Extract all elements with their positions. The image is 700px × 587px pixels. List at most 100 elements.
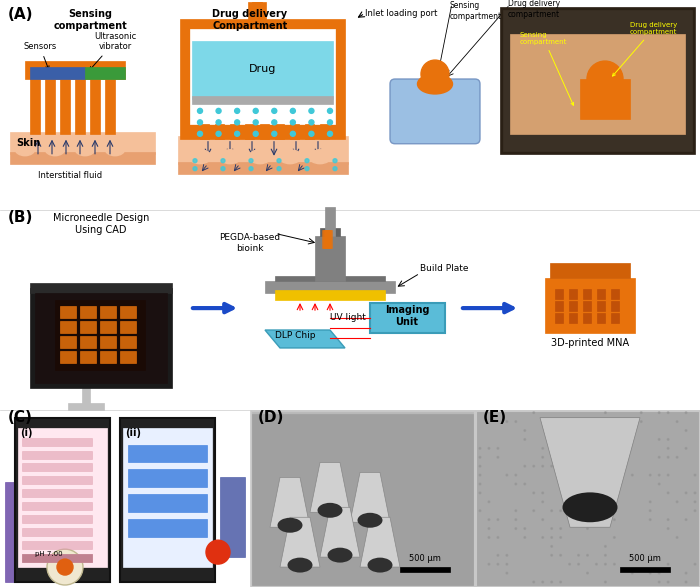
Circle shape bbox=[551, 555, 552, 556]
Bar bbox=[545, 278, 635, 333]
Bar bbox=[305, 124, 314, 139]
Bar bbox=[220, 477, 245, 557]
Circle shape bbox=[533, 421, 535, 423]
Circle shape bbox=[659, 501, 660, 502]
Circle shape bbox=[694, 564, 696, 565]
Bar bbox=[569, 301, 577, 311]
Bar bbox=[0, 2, 700, 208]
Circle shape bbox=[685, 465, 687, 467]
Text: (A): (A) bbox=[8, 7, 34, 22]
Bar bbox=[22, 515, 92, 523]
Circle shape bbox=[667, 572, 669, 574]
Circle shape bbox=[614, 492, 615, 494]
Circle shape bbox=[290, 131, 295, 136]
Circle shape bbox=[640, 510, 642, 511]
Bar bbox=[22, 464, 92, 471]
Bar bbox=[500, 7, 695, 154]
Circle shape bbox=[305, 158, 309, 163]
Ellipse shape bbox=[277, 518, 302, 533]
Bar bbox=[120, 321, 136, 333]
Circle shape bbox=[515, 430, 517, 431]
Circle shape bbox=[488, 545, 490, 547]
Circle shape bbox=[578, 483, 580, 485]
Bar bbox=[0, 208, 700, 413]
Circle shape bbox=[659, 457, 660, 458]
Text: Microneedle Design
Using CAD: Microneedle Design Using CAD bbox=[52, 214, 149, 235]
Circle shape bbox=[193, 158, 197, 163]
Ellipse shape bbox=[309, 150, 331, 164]
Text: Drug delivery
compartment: Drug delivery compartment bbox=[508, 0, 560, 19]
Circle shape bbox=[533, 572, 535, 574]
Bar bbox=[555, 301, 563, 311]
Text: PEGDA-based
bioink: PEGDA-based bioink bbox=[219, 234, 281, 253]
Polygon shape bbox=[265, 330, 345, 348]
Bar bbox=[597, 313, 605, 323]
Circle shape bbox=[488, 438, 490, 440]
Circle shape bbox=[309, 131, 314, 136]
Ellipse shape bbox=[288, 558, 312, 572]
Text: UV light: UV light bbox=[330, 313, 366, 322]
Bar bbox=[100, 306, 116, 318]
Bar bbox=[60, 321, 76, 333]
Circle shape bbox=[622, 412, 624, 413]
Bar bbox=[80, 321, 96, 333]
Bar bbox=[250, 410, 475, 587]
Circle shape bbox=[596, 430, 597, 431]
Circle shape bbox=[667, 581, 669, 583]
Circle shape bbox=[542, 581, 543, 583]
Bar bbox=[215, 124, 224, 139]
Bar bbox=[315, 237, 345, 281]
Circle shape bbox=[685, 421, 687, 423]
Ellipse shape bbox=[318, 503, 342, 518]
Bar bbox=[290, 124, 299, 139]
Circle shape bbox=[551, 412, 552, 413]
Circle shape bbox=[524, 555, 526, 556]
Bar bbox=[0, 410, 250, 587]
Circle shape bbox=[480, 430, 481, 431]
Text: pH 7.00: pH 7.00 bbox=[35, 551, 62, 557]
Bar bbox=[123, 428, 212, 567]
Circle shape bbox=[605, 537, 606, 538]
Circle shape bbox=[659, 438, 660, 440]
Circle shape bbox=[57, 559, 73, 575]
Circle shape bbox=[596, 474, 597, 476]
Ellipse shape bbox=[219, 150, 241, 164]
Circle shape bbox=[614, 412, 615, 413]
Polygon shape bbox=[310, 463, 350, 512]
Circle shape bbox=[694, 545, 696, 547]
Circle shape bbox=[506, 528, 507, 529]
Circle shape bbox=[506, 483, 507, 485]
Circle shape bbox=[587, 492, 588, 494]
Circle shape bbox=[640, 501, 642, 502]
Circle shape bbox=[631, 510, 633, 511]
Ellipse shape bbox=[15, 141, 35, 156]
Circle shape bbox=[659, 545, 660, 547]
Bar bbox=[322, 231, 325, 248]
Circle shape bbox=[216, 131, 221, 136]
Circle shape bbox=[277, 158, 281, 163]
Bar bbox=[60, 351, 76, 363]
Bar bbox=[35, 293, 167, 383]
Circle shape bbox=[596, 555, 597, 556]
Bar bbox=[275, 290, 385, 300]
Bar bbox=[22, 528, 92, 536]
Bar bbox=[128, 444, 207, 463]
Bar bbox=[128, 470, 207, 487]
Circle shape bbox=[197, 109, 202, 113]
Bar bbox=[22, 477, 92, 484]
Bar bbox=[325, 207, 335, 237]
Bar bbox=[120, 306, 136, 318]
Bar bbox=[85, 67, 125, 79]
Circle shape bbox=[193, 167, 197, 171]
Circle shape bbox=[221, 167, 225, 171]
Text: Sensing
compartment: Sensing compartment bbox=[450, 1, 502, 21]
Text: Ultrasonic
vibrator: Ultrasonic vibrator bbox=[90, 32, 136, 70]
Ellipse shape bbox=[189, 150, 211, 164]
Text: (i): (i) bbox=[20, 428, 32, 438]
Text: 500 μm: 500 μm bbox=[409, 554, 441, 563]
Circle shape bbox=[596, 545, 597, 547]
Bar bbox=[105, 74, 115, 134]
Bar bbox=[477, 411, 698, 585]
Circle shape bbox=[506, 465, 507, 467]
Circle shape bbox=[659, 483, 660, 485]
